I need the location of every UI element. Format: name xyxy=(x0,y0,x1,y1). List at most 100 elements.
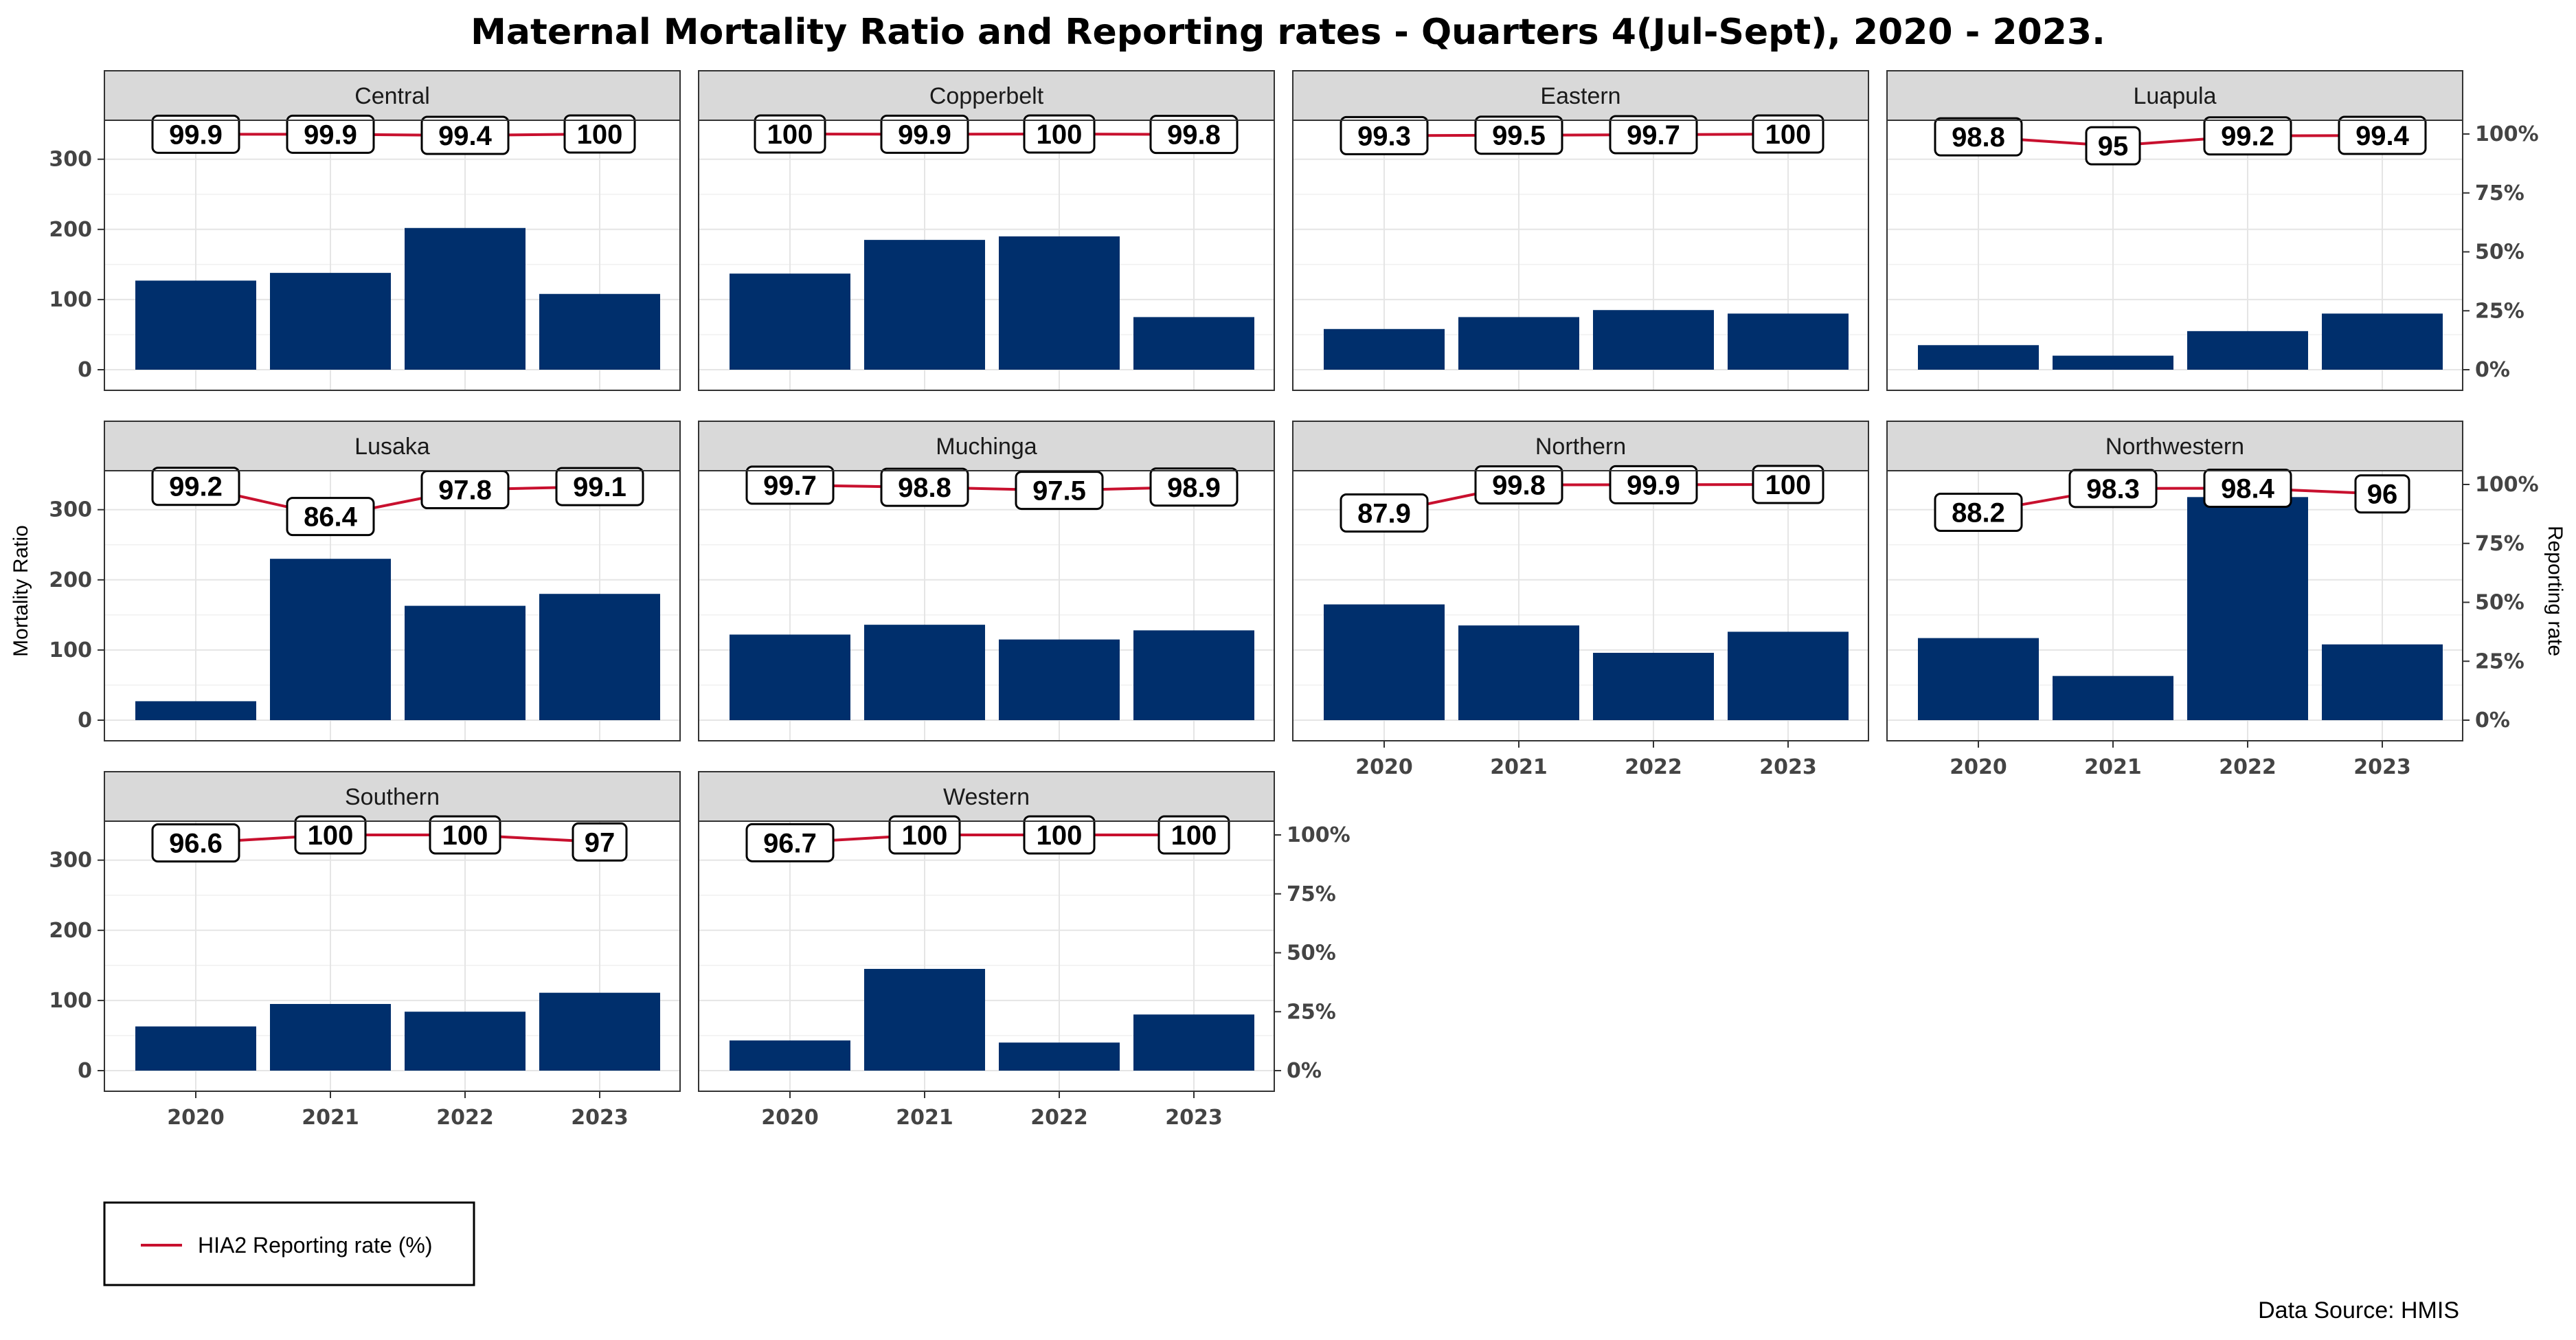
facet-strip-label: Western xyxy=(943,784,1030,810)
rate-label: 99.9 xyxy=(151,114,240,154)
bar-copperbelt-2020 xyxy=(730,273,850,370)
bar-lusaka-2020 xyxy=(135,701,256,720)
bar-western-2021 xyxy=(864,968,985,1071)
reporting-rate-line xyxy=(789,132,1195,136)
rate-label-box xyxy=(1023,815,1096,855)
y-tick-label: 0 xyxy=(78,708,92,733)
rate-label: 99.1 xyxy=(555,467,644,506)
bar-muchinga-2020 xyxy=(730,634,850,720)
y2-tick-label: 25% xyxy=(2475,299,2524,323)
facet-panels: Central 99.9 99.9 99.4 100 0 100 200 300 Copperbe… xyxy=(49,70,2539,1130)
facet-luapula: Luapula 98.8 95 99.2 99.4 0% 25% 50% 75% 100% xyxy=(1886,70,2539,391)
y2-tick-label: 50% xyxy=(1287,941,1336,965)
y2-tick-label: 0% xyxy=(2475,358,2510,382)
rate-label: 99.7 xyxy=(1609,115,1698,155)
rate-label-box xyxy=(1752,465,1824,504)
rate-label-text: 98.8 xyxy=(898,473,951,503)
rate-label-text: 95 xyxy=(2098,131,2129,161)
rate-label-text: 100 xyxy=(1765,470,1811,500)
rate-label-box xyxy=(1023,114,1096,154)
rate-label: 88.2 xyxy=(1934,492,2023,532)
rate-label: 99.8 xyxy=(1474,465,1563,505)
facet-eastern: Eastern 99.3 99.5 99.7 100 xyxy=(1292,70,1869,391)
bar-copperbelt-2023 xyxy=(1133,317,1254,370)
rate-label-box xyxy=(151,467,240,506)
y2-tick-label: 100% xyxy=(1287,823,1351,847)
bar-muchinga-2023 xyxy=(1133,630,1254,720)
bar-central-2022 xyxy=(405,227,526,370)
rate-label-box xyxy=(2085,126,2141,166)
rate-label: 95 xyxy=(2085,126,2141,166)
facet-strip-label: Copperbelt xyxy=(929,83,1044,109)
rate-label: 99.5 xyxy=(1474,115,1563,155)
bar-northern-2020 xyxy=(1324,604,1445,720)
rate-label-box xyxy=(429,815,501,855)
rate-label-text: 98.8 xyxy=(1952,122,2005,153)
reporting-rate-line xyxy=(195,484,600,518)
reporting-rate-line xyxy=(1383,133,1789,137)
rate-label-text: 99.4 xyxy=(438,121,493,151)
panel-border xyxy=(1886,470,2463,741)
y2-tick-label: 75% xyxy=(2475,532,2524,556)
rate-label: 98.3 xyxy=(2068,469,2158,509)
y2-tick-label: 0% xyxy=(2475,708,2510,733)
rate-label-text: 100 xyxy=(767,120,813,150)
bar-luapula-2022 xyxy=(2187,331,2308,370)
rate-label-box xyxy=(294,815,367,855)
rate-label-text: 97.8 xyxy=(438,476,492,506)
rate-label-text: 99.7 xyxy=(1627,120,1680,150)
y-tick-label: 100 xyxy=(49,638,92,662)
rate-label: 100 xyxy=(429,815,501,855)
facet-lusaka: Lusaka 99.2 86.4 97.8 99.1 0 100 200 300 xyxy=(49,421,681,741)
rate-label: 98.4 xyxy=(2203,468,2292,508)
rate-label-text: 100 xyxy=(902,820,948,851)
rate-label: 86.4 xyxy=(286,497,375,537)
facet-northern: Northern 87.9 99.8 99.9 100 2020 2021 2022 2023 xyxy=(1292,421,1869,779)
rate-label-text: 88.2 xyxy=(1952,498,2005,528)
x-tick-label: 2022 xyxy=(436,1106,494,1130)
bar-luapula-2021 xyxy=(2053,355,2173,370)
rate-label-text: 99.2 xyxy=(169,472,223,502)
facet-strip xyxy=(698,771,1275,822)
rate-label-text: 98.4 xyxy=(2221,473,2275,504)
rate-label-text: 100 xyxy=(1037,120,1083,150)
facet-strip-label: Luapula xyxy=(2133,83,2216,109)
rate-label: 100 xyxy=(1023,114,1096,154)
bar-muchinga-2022 xyxy=(999,639,1120,720)
bar-central-2021 xyxy=(270,273,391,370)
rate-label-box xyxy=(1752,114,1824,154)
rate-label-box xyxy=(2203,116,2292,156)
x-axis-ticks: 2020 2021 2022 2023 xyxy=(761,1091,1223,1130)
rate-label-text: 99.1 xyxy=(573,472,626,502)
y-tick-label: 100 xyxy=(49,288,92,312)
rate-label-box xyxy=(286,497,375,537)
rate-label: 99.2 xyxy=(151,467,240,506)
y2-tick-label: 100% xyxy=(2475,122,2539,146)
reporting-rate-line xyxy=(196,133,600,137)
x-tick-label: 2021 xyxy=(2084,755,2142,779)
y-tick-label: 200 xyxy=(49,919,92,943)
y-tick-label: 200 xyxy=(49,218,92,242)
panel-border xyxy=(698,120,1275,391)
rate-label: 99.9 xyxy=(286,114,375,154)
legend-label: HIA2 Reporting rate (%) xyxy=(198,1233,432,1258)
rate-label-text: 99.3 xyxy=(1357,121,1411,151)
facet-copperbelt: Copperbelt 100 99.9 100 99.8 xyxy=(698,70,1275,391)
rate-label: 100 xyxy=(1752,465,1824,504)
y2-tick-label: 25% xyxy=(1287,1000,1336,1024)
bar-northwestern-2022 xyxy=(2187,497,2308,720)
y2-tick-label: 50% xyxy=(2475,241,2524,265)
facet-strip xyxy=(104,70,681,121)
rate-label: 100 xyxy=(1157,815,1230,855)
rate-label-text: 96.6 xyxy=(169,829,223,859)
rate-label: 98.8 xyxy=(1934,117,2023,157)
rate-label-box xyxy=(880,114,969,154)
x-tick-label: 2023 xyxy=(571,1106,629,1130)
y-axis-ticks: 0 100 200 300 xyxy=(49,148,104,382)
rate-label-text: 99.9 xyxy=(304,120,357,150)
rate-label-box xyxy=(1015,471,1104,511)
rate-label-box xyxy=(1609,115,1698,155)
facet-northwestern: Northwestern 88.2 98.3 98.4 96 0% 25% 50% 75% 100… xyxy=(1886,421,2539,779)
rate-label-text: 98.3 xyxy=(2086,474,2140,504)
